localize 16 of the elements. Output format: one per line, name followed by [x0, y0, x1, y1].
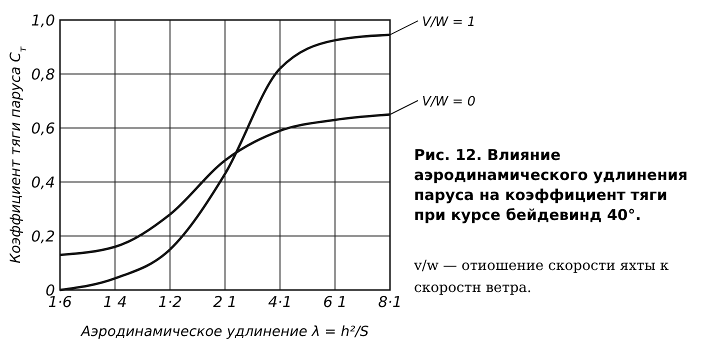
x-tick-label: 1·2 — [158, 293, 182, 311]
x-tick-label: 4·1 — [268, 293, 292, 311]
x-tick-label: 1 4 — [103, 293, 127, 311]
y-tick-label: 0,8 — [31, 65, 55, 84]
x-tick-label: 2 1 — [213, 293, 237, 311]
x-tick-label: 6 1 — [323, 293, 347, 311]
y-tick-label: 0,4 — [31, 173, 55, 192]
x-axis-title: Аэродинамическое удлинение λ = h²/S — [80, 324, 369, 340]
legend-label: V/W = 1 — [422, 14, 476, 30]
text: Рис. 12. Влияние аэродинамического удлинения паруса на коэффициент тяги при курсе бейдевинд 40°. — [414, 146, 688, 224]
y-tick-label: 1,0 — [31, 11, 55, 30]
legend-label: V/W = 0 — [422, 94, 476, 110]
text: v/w — отиошение скорости яхты к скоростн ветра. — [413, 258, 669, 296]
x-tick-label: 8·1 — [378, 293, 402, 311]
y-tick-label: 0,6 — [31, 119, 55, 138]
y-tick-label: 0,2 — [31, 227, 55, 246]
